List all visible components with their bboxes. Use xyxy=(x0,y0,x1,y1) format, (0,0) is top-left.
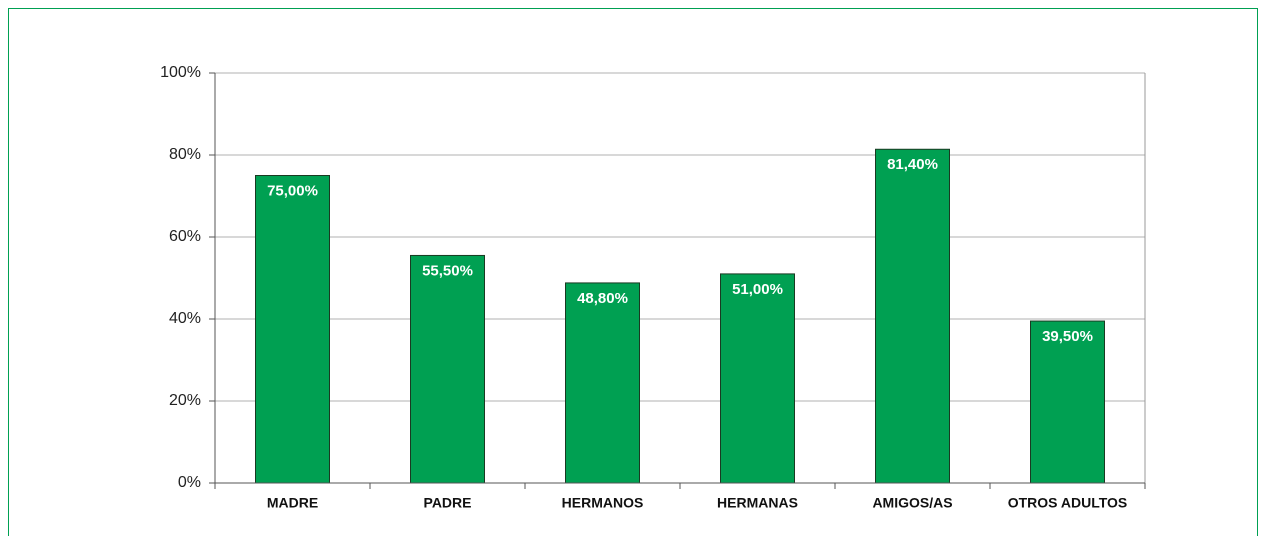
y-tick-label: 20% xyxy=(169,392,201,409)
bar xyxy=(720,273,795,484)
bar xyxy=(875,148,950,484)
x-tick-label: PADRE xyxy=(424,495,472,511)
data-label: 81,40% xyxy=(887,156,938,173)
y-tick-label: 0% xyxy=(178,474,201,491)
y-tick-label: 40% xyxy=(169,310,201,327)
data-label: 75,00% xyxy=(267,182,318,199)
frame xyxy=(8,8,1258,536)
data-label: 48,80% xyxy=(577,290,628,307)
data-label: 55,50% xyxy=(422,262,473,279)
x-tick-label: AMIGOS/AS xyxy=(872,495,952,511)
x-tick-label: HERMANAS xyxy=(717,495,798,511)
bar xyxy=(255,175,330,484)
data-label: 51,00% xyxy=(732,281,783,298)
y-tick-label: 100% xyxy=(160,64,201,81)
bar xyxy=(1030,320,1105,484)
x-tick-label: HERMANOS xyxy=(562,495,644,511)
x-tick-label: MADRE xyxy=(267,495,318,511)
y-tick-label: 60% xyxy=(169,228,201,245)
y-tick-label: 80% xyxy=(169,146,201,163)
bar xyxy=(565,282,640,484)
data-label: 39,50% xyxy=(1042,328,1093,345)
bar xyxy=(410,254,485,484)
x-tick-label: OTROS ADULTOS xyxy=(1008,495,1128,511)
